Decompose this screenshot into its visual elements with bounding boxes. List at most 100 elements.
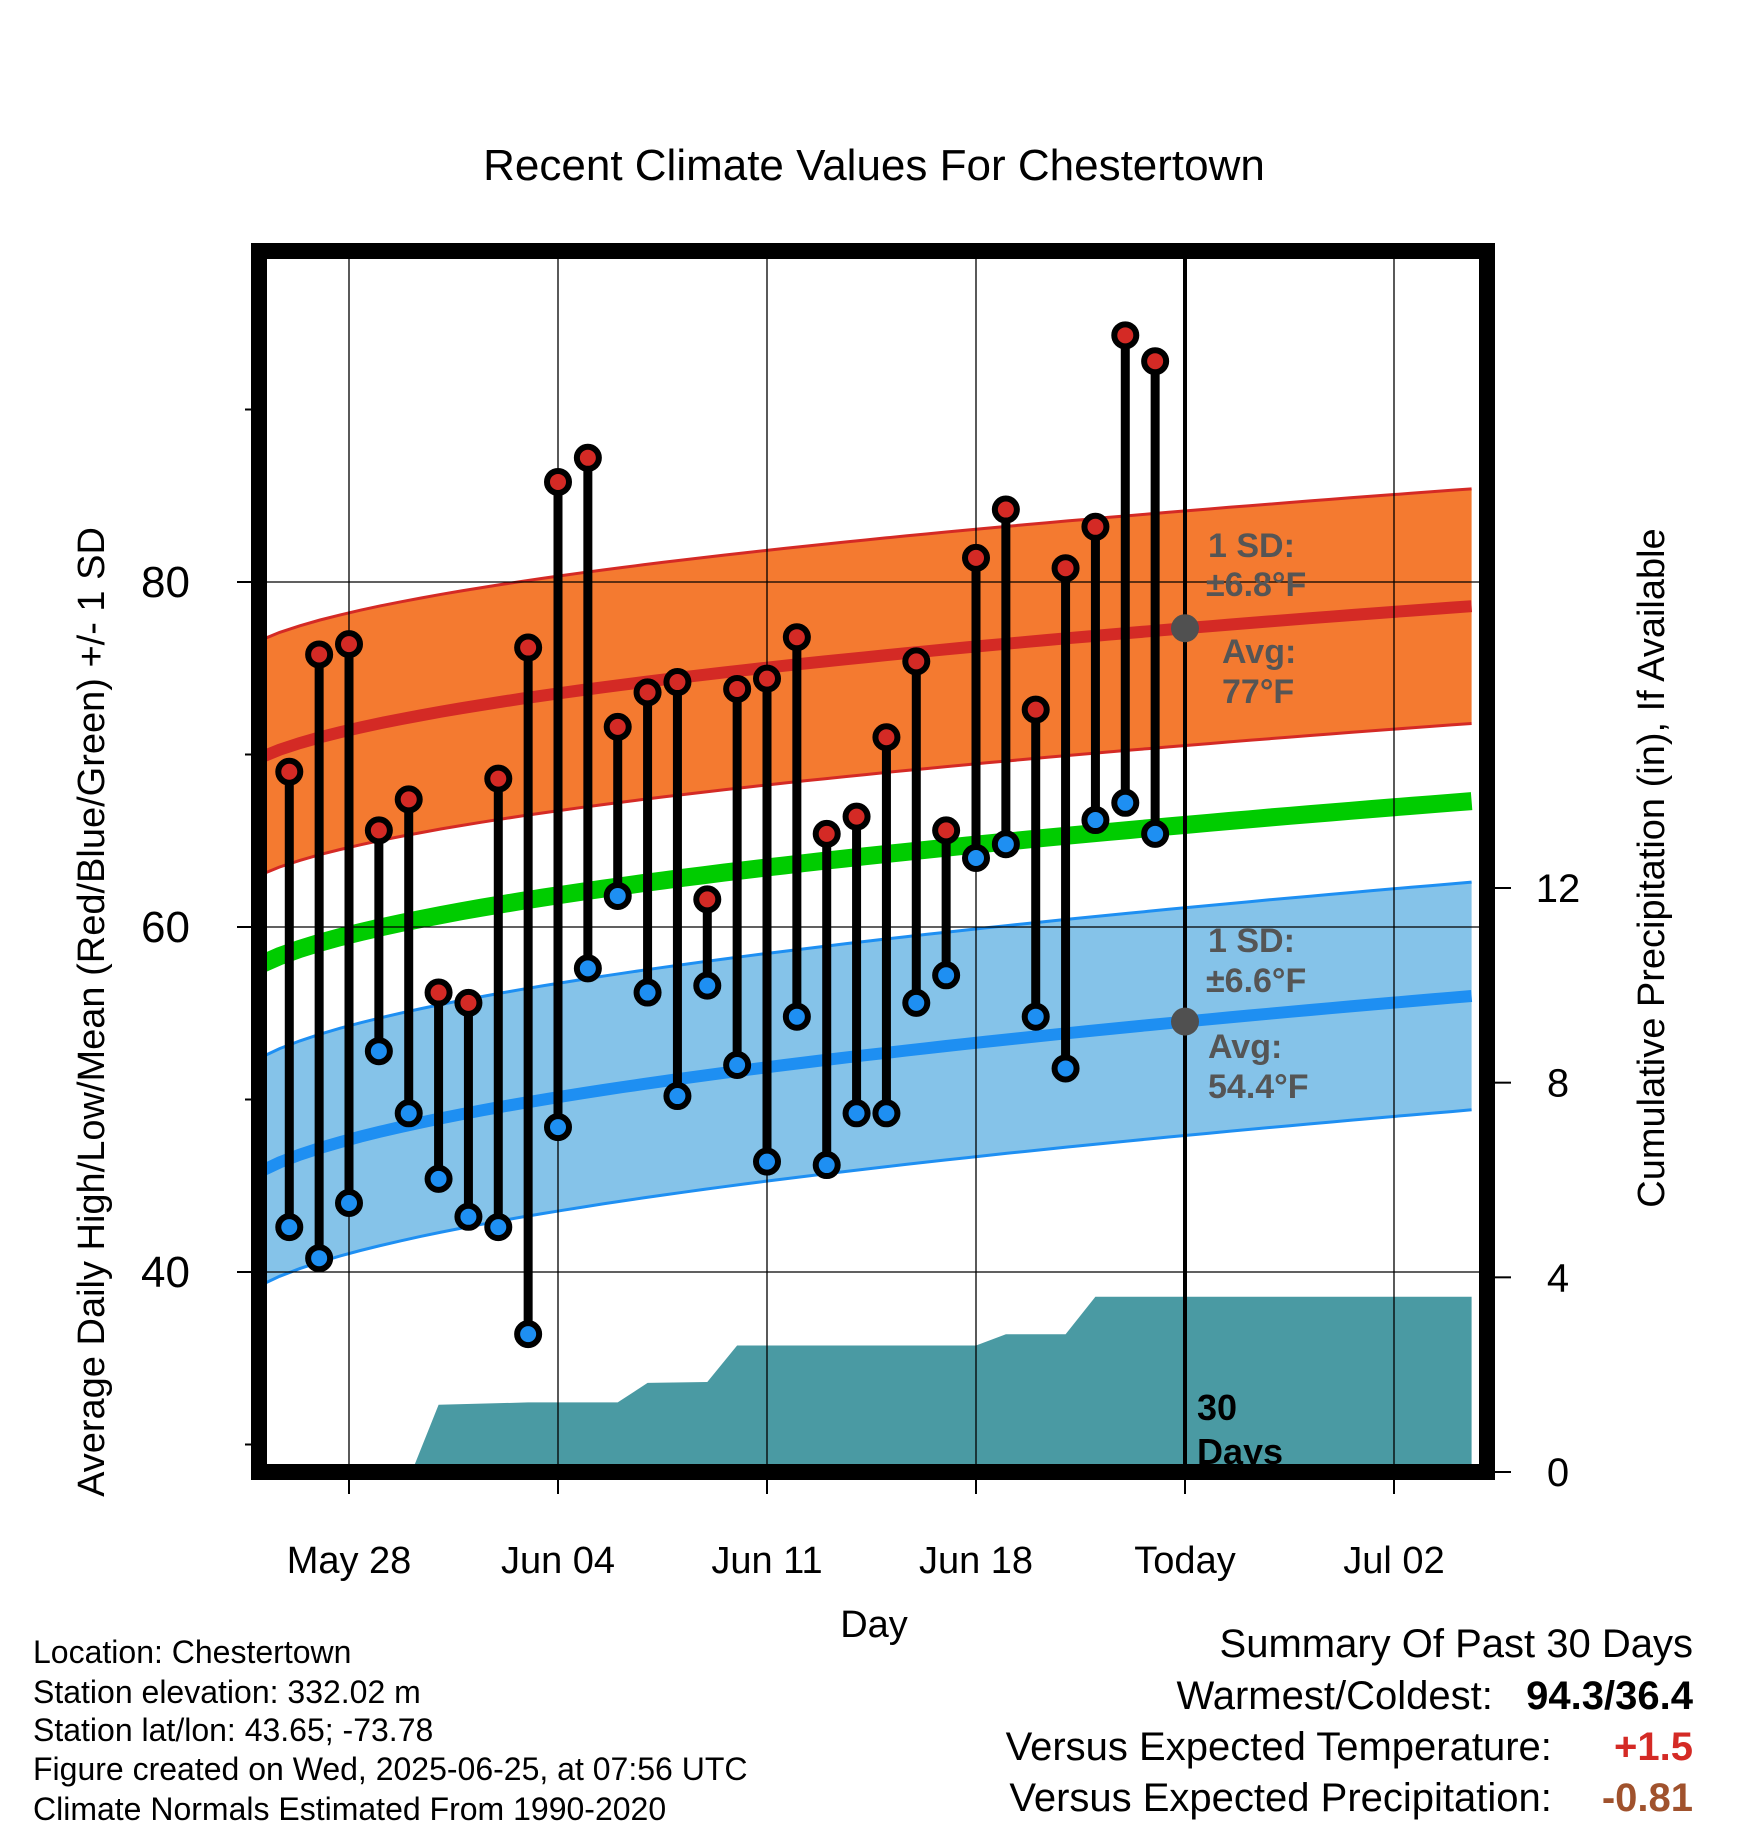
x-tick-label: Jul 02 — [1343, 1540, 1444, 1582]
daily-high-point — [573, 443, 602, 472]
daily-low-point — [693, 971, 722, 1000]
daily-high-point — [753, 664, 781, 693]
daily-high-point — [1111, 321, 1140, 350]
daily-low-point — [723, 1051, 752, 1079]
high-sd-label: 1 SD: — [1208, 527, 1295, 565]
daily-low-point — [812, 1151, 841, 1180]
summary-warm-cold-value: 94.3/36.4 — [1526, 1674, 1693, 1718]
daily-high-point — [1051, 554, 1080, 583]
daily-high-point — [275, 757, 304, 786]
daily-low-point — [991, 830, 1020, 859]
daily-low-point — [1141, 819, 1170, 848]
today-window-label-line: 30 — [1197, 1387, 1237, 1428]
high-sd-upper-line — [259, 487, 1472, 643]
plot-frame — [251, 243, 1495, 1480]
summary-precip-label: Versus Expected Precipitation: — [1009, 1776, 1552, 1820]
y-right-tick-label: 12 — [1536, 867, 1581, 911]
plot-clipped — [259, 251, 1487, 1472]
daily-high-point — [962, 543, 990, 572]
summary-temp-value: +1.5 — [1614, 1725, 1693, 1769]
daily-high-point — [991, 495, 1020, 524]
daily-low-point — [633, 978, 662, 1007]
footer-elevation: Station elevation: 332.02 m — [33, 1674, 421, 1710]
daily-low-point — [335, 1189, 363, 1217]
y-right-tick-label: 8 — [1547, 1062, 1569, 1106]
high-avg-label: Avg: — [1222, 633, 1296, 671]
x-axis-label: Day — [840, 1604, 908, 1646]
high-sd-lower-line — [259, 722, 1472, 877]
daily-high-point — [454, 988, 483, 1017]
normal-mean-line — [259, 792, 1473, 974]
x-tick-label: Jun 18 — [919, 1540, 1033, 1582]
daily-low-point — [1051, 1054, 1080, 1083]
low-sd-label: 1 SD: — [1208, 922, 1295, 960]
daily-high-point — [514, 633, 543, 662]
daily-high-point — [1021, 695, 1050, 724]
y-axis-left-label: Average Daily High/Low/Mean (Red/Blue/Gr… — [71, 527, 113, 1497]
daily-low-point — [932, 961, 961, 990]
daily-high-point — [932, 816, 961, 845]
daily-high-point — [663, 668, 692, 697]
daily-low-point — [573, 954, 602, 983]
chart-title: Recent Climate Values For Chestertown — [483, 141, 1265, 190]
daily-low-point — [484, 1213, 513, 1242]
y-left-tick-label: 40 — [141, 1248, 190, 1297]
daily-low-point — [454, 1202, 483, 1231]
precip-area — [259, 1296, 1472, 1472]
daily-high-point — [723, 674, 752, 703]
daily-high-point — [544, 467, 572, 496]
daily-low-point — [872, 1099, 901, 1128]
daily-low-point — [364, 1037, 393, 1066]
summary-warm-cold-label: Warmest/Coldest: — [1176, 1674, 1493, 1718]
daily-low-point — [424, 1164, 453, 1193]
daily-high-point — [782, 623, 811, 652]
daily-high-point — [1141, 347, 1170, 376]
daily-high-point — [842, 802, 871, 831]
daily-low-point — [544, 1113, 572, 1142]
x-tick-label: Jun 11 — [711, 1540, 822, 1582]
footer-location: Location: Chestertown — [33, 1634, 352, 1670]
daily-low-point — [962, 844, 990, 872]
daily-high-point — [335, 630, 363, 659]
summary-temp-label: Versus Expected Temperature: — [1005, 1725, 1552, 1769]
daily-low-point — [305, 1244, 334, 1273]
y-right-tick-label: 4 — [1547, 1256, 1569, 1300]
daily-low-point — [902, 988, 931, 1017]
daily-high-point — [603, 712, 632, 741]
daily-high-point — [872, 723, 901, 752]
today-low-avg-marker — [1171, 1007, 1199, 1036]
daily-low-point — [842, 1099, 871, 1128]
low-avg-value: 54.4°F — [1208, 1068, 1309, 1106]
summary-warm-cold: Warmest/Coldest: 94.3/36.4 — [1176, 1676, 1693, 1716]
daily-high-point — [633, 678, 662, 707]
footer-latlon: Station lat/lon: 43.65; -73.78 — [33, 1712, 434, 1748]
summary-precip-value: -0.81 — [1601, 1776, 1693, 1820]
summary-title: Summary Of Past 30 Days — [1219, 1622, 1693, 1666]
daily-low-point — [753, 1147, 781, 1176]
footer-normals: Climate Normals Estimated From 1990-2020 — [33, 1791, 667, 1827]
daily-high-point — [693, 885, 722, 914]
daily-low-point — [1021, 1002, 1050, 1031]
footer-created: Figure created on Wed, 2025-06-25, at 07… — [33, 1751, 748, 1787]
daily-low-point — [603, 881, 632, 910]
daily-high-point — [424, 978, 453, 1007]
daily-high-point — [902, 647, 931, 676]
normal-low-line — [259, 990, 1473, 1178]
summary-temp: Versus Expected Temperature: +1.5 — [1006, 1727, 1693, 1767]
high-sd-value: ±6.8°F — [1206, 566, 1306, 604]
normal-high-line — [259, 600, 1473, 764]
today-high-avg-marker — [1171, 614, 1199, 643]
daily-high-point — [364, 816, 393, 845]
daily-low-point — [514, 1320, 543, 1349]
daily-low-point — [275, 1213, 304, 1242]
y-right-tick-label: 0 — [1547, 1451, 1569, 1495]
daily-high-point — [484, 764, 513, 793]
y-left-tick-label: 80 — [141, 558, 190, 607]
daily-low-point — [782, 1002, 811, 1031]
summary-precip: Versus Expected Precipitation: -0.81 — [1009, 1778, 1693, 1818]
daily-low-point — [1081, 806, 1110, 835]
daily-low-point — [663, 1082, 692, 1111]
low-avg-label: Avg: — [1208, 1028, 1282, 1066]
